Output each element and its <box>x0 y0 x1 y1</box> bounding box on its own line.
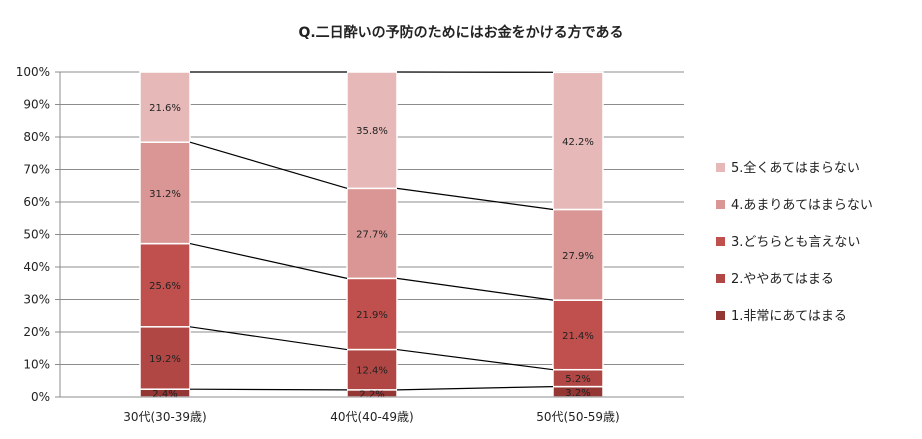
y-tick-label: 10% <box>23 358 50 372</box>
series-line <box>189 326 348 351</box>
legend-swatch <box>716 200 725 209</box>
data-label: 21.4% <box>562 331 594 342</box>
bar-segment <box>552 71 604 211</box>
data-label: 5.2% <box>565 374 590 385</box>
y-tick-label: 90% <box>23 98 50 112</box>
data-label: 21.6% <box>149 103 181 114</box>
legend-label: 4.あまりあてはまらない <box>731 198 873 213</box>
data-label: 25.6% <box>149 281 181 292</box>
data-label: 35.8% <box>356 126 388 137</box>
data-label: 19.2% <box>149 354 181 365</box>
data-label: 42.2% <box>562 137 594 148</box>
x-category-label: 30代(30-39歳) <box>123 410 207 424</box>
y-tick-label: 100% <box>16 65 50 79</box>
bar-segment <box>346 71 398 190</box>
y-tick-label: 70% <box>23 163 50 177</box>
y-tick-label: 80% <box>23 130 50 144</box>
series-line <box>396 277 554 301</box>
y-tick-label: 0% <box>31 390 50 404</box>
x-category-label: 40代(40-49歳) <box>330 410 414 424</box>
y-tick-label: 50% <box>23 228 50 242</box>
series-line <box>396 386 554 391</box>
legend-swatch <box>716 311 725 320</box>
series-line <box>189 243 348 279</box>
x-category-label: 50代(50-59歳) <box>536 410 620 424</box>
data-label: 3.2% <box>565 388 590 399</box>
bar-segment <box>346 348 398 391</box>
legend-swatch <box>716 237 725 246</box>
bar-segment <box>552 208 604 301</box>
series-line <box>189 141 348 189</box>
y-tick-label: 40% <box>23 260 50 274</box>
legend-label: 3.どちらとも言えない <box>731 235 860 250</box>
legend: 5.全くあてはまらない 4.あまりあてはまらない 3.どちらとも言えない 2.ややあて… <box>716 160 873 324</box>
bars <box>139 71 604 398</box>
legend-label: 5.全くあてはまらない <box>731 160 860 176</box>
bar-segment <box>139 141 191 245</box>
chart-title: Q.二日酔いの予防のためにはお金をかける方である <box>298 24 623 41</box>
y-tick-label: 60% <box>23 195 50 209</box>
legend-label: 1.非常にあてはまる <box>731 309 847 324</box>
x-axis: 30代(30-39歳) 40代(40-49歳) 50代(50-59歳) <box>60 396 684 424</box>
data-label: 27.7% <box>356 229 388 240</box>
series-line <box>189 388 348 391</box>
y-axis: 0% 10% 20% 30% 40% 50% 60% 70% 80% 90% 100% <box>16 65 61 404</box>
bar-segment <box>139 71 191 143</box>
data-label: 21.9% <box>356 310 388 321</box>
bar-segment <box>139 326 191 390</box>
series-line <box>396 348 554 371</box>
data-label: 2.4% <box>152 389 177 400</box>
data-label: 12.4% <box>356 366 388 377</box>
data-labels: 2.4% 19.2% 25.6% 31.2% 21.6% 2.2% 12.4% 21.9% 27… <box>149 103 594 400</box>
legend-swatch <box>716 163 725 172</box>
data-label: 27.9% <box>562 251 594 262</box>
data-label: 2.2% <box>359 389 384 400</box>
series-line <box>396 187 554 211</box>
y-tick-label: 30% <box>23 293 50 307</box>
data-label: 31.2% <box>149 189 181 200</box>
bar-segment <box>346 277 398 351</box>
series-connector-lines <box>189 71 554 391</box>
bar-segment <box>139 242 191 328</box>
legend-label: 2.ややあてはまる <box>731 272 834 287</box>
y-tick-label: 20% <box>23 325 50 339</box>
legend-swatch <box>716 274 725 283</box>
bar-segment <box>552 299 604 371</box>
